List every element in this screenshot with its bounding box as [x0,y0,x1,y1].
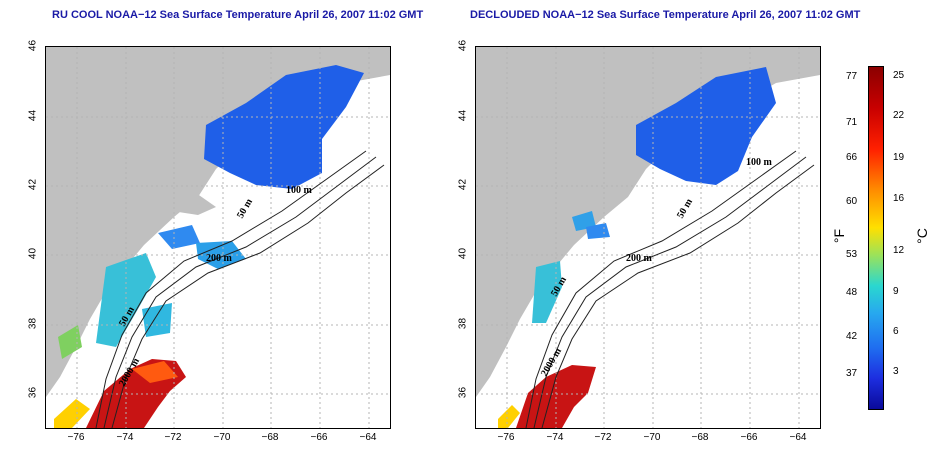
fahrenheit-tick: 37 [846,368,858,379]
declouded-sst-map: 100 m 50 m 200 m 50 m 2000 m [475,46,821,429]
left-map-title: RU COOL NOAA−12 Sea Surface Temperature … [52,9,424,21]
celsius-tick: 9 [893,286,899,297]
lon-tick-label: −76 [497,432,515,443]
sst-map-graphic: 100 m 50 m 200 m 50 m 2000 m [476,47,820,428]
lat-tick-label: 46 [27,39,39,52]
lon-tick-label: −72 [594,432,612,443]
sst-warm-patch [54,399,90,428]
lat-tick-label: 44 [27,109,39,122]
fahrenheit-tick: 60 [846,196,858,207]
lon-tick-label: −74 [116,432,134,443]
land-mass [476,47,820,397]
sst-cold-patch [532,261,562,323]
bathymetry-contours [95,150,385,428]
fahrenheit-tick: 48 [846,287,858,298]
lon-tick-label: −68 [261,432,279,443]
temperature-colorbar [868,66,884,410]
land-mass [166,193,216,215]
sst-cold-patch [142,303,172,337]
lon-tick-label: −74 [546,432,564,443]
lat-tick-label: 36 [457,386,469,399]
land-mass [46,47,390,397]
sst-warm-patch [58,325,82,359]
lat-tick-label: 38 [27,317,39,330]
lon-tick-label: −64 [789,432,807,443]
lon-tick-label: −70 [213,432,231,443]
right-map-title: DECLOUDED NOAA−12 Sea Surface Temperatur… [470,9,861,21]
sst-warm-patch [132,361,178,383]
contour-label-200m: 200 m [626,253,653,264]
fahrenheit-tick: 66 [846,152,858,163]
lat-tick-label: 36 [27,386,39,399]
lat-tick-label: 38 [457,317,469,330]
lat-lon-grid [46,47,390,428]
lon-tick-label: −68 [691,432,709,443]
celsius-tick: 19 [893,152,905,163]
lon-tick-label: −66 [310,432,328,443]
sst-warm-patch [498,405,520,428]
fahrenheit-unit-label: °F [831,228,848,244]
celsius-unit-label: °C [913,228,930,244]
fahrenheit-tick: 42 [846,331,858,342]
lat-tick-label: 42 [457,178,469,191]
lon-tick-label: −70 [643,432,661,443]
celsius-tick: 25 [893,70,905,81]
celsius-tick: 3 [893,366,899,377]
sst-map-graphic: 100 m 50 m 200 m 50 m 2000 m [46,47,390,428]
lat-tick-label: 46 [457,39,469,52]
contour-label-50m: 50 m [235,196,255,220]
contour-label-100m: 100 m [286,185,313,196]
lon-tick-label: −64 [359,432,377,443]
sst-cold-patch [572,211,596,231]
fahrenheit-tick: 71 [846,117,858,128]
celsius-tick: 16 [893,193,905,204]
lat-tick-label: 42 [27,178,39,191]
contour-label-100m: 100 m [746,157,773,168]
celsius-tick: 6 [893,326,899,337]
sst-cold-patch [158,225,200,249]
contour-label-50m: 50 m [675,196,695,220]
sst-cold-patch [96,253,156,347]
lon-tick-label: −76 [67,432,85,443]
sst-cold-patch [204,65,364,189]
bathymetry-contours [525,150,815,428]
fahrenheit-tick: 77 [846,71,858,82]
fahrenheit-tick: 53 [846,249,858,260]
ru-cool-sst-map: 100 m 50 m 200 m 50 m 2000 m [45,46,391,429]
celsius-tick: 22 [893,110,905,121]
lat-tick-label: 44 [457,109,469,122]
celsius-tick: 12 [893,245,905,256]
lat-tick-label: 40 [27,247,39,260]
sst-warm-patch [516,365,596,428]
sst-cold-patch [636,67,776,185]
lat-tick-label: 40 [457,247,469,260]
contour-label-200m: 200 m [206,253,233,264]
lat-lon-grid [476,47,820,428]
lon-tick-label: −72 [164,432,182,443]
lon-tick-label: −66 [740,432,758,443]
